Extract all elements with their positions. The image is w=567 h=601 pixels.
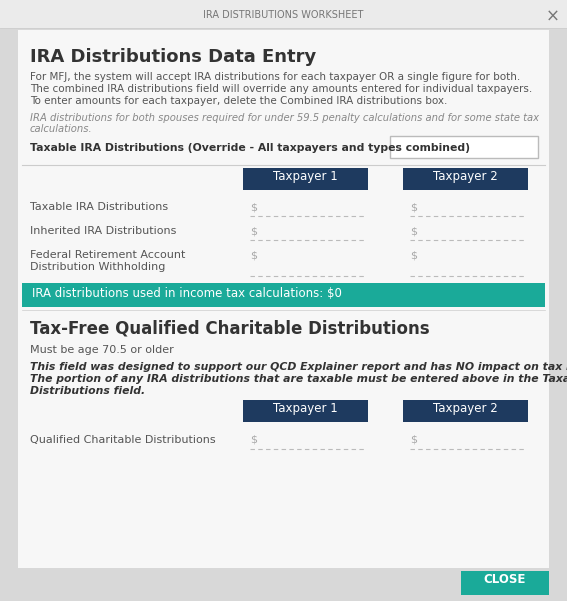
Text: calculations.: calculations. xyxy=(30,124,92,134)
Text: Distributions field.: Distributions field. xyxy=(30,386,145,396)
Bar xyxy=(22,283,545,307)
Text: Federal Retirement Account: Federal Retirement Account xyxy=(30,250,185,260)
Text: This field was designed to support our QCD Explainer report and has NO impact on: This field was designed to support our Q… xyxy=(30,362,567,372)
Text: $: $ xyxy=(410,250,417,260)
Text: IRA DISTRIBUTIONS WORKSHEET: IRA DISTRIBUTIONS WORKSHEET xyxy=(204,10,363,20)
Text: $: $ xyxy=(250,250,257,260)
Bar xyxy=(461,571,549,595)
Text: $: $ xyxy=(250,202,257,212)
Text: For MFJ, the system will accept IRA distributions for each taxpayer OR a single : For MFJ, the system will accept IRA dist… xyxy=(30,72,521,82)
Text: IRA Distributions Data Entry: IRA Distributions Data Entry xyxy=(30,48,316,66)
Bar xyxy=(403,400,528,422)
Text: $: $ xyxy=(410,226,417,236)
Text: IRA distributions for both spouses required for under 59.5 penalty calculations : IRA distributions for both spouses requi… xyxy=(30,113,539,123)
Bar xyxy=(243,400,368,422)
Bar xyxy=(18,30,549,568)
Text: The portion of any IRA distributions that are taxable must be entered above in t: The portion of any IRA distributions tha… xyxy=(30,374,567,384)
Text: Taxpayer 2: Taxpayer 2 xyxy=(433,402,497,415)
Text: Distribution Withholding: Distribution Withholding xyxy=(30,262,166,272)
Text: Taxable IRA Distributions: Taxable IRA Distributions xyxy=(30,202,168,212)
Text: $: $ xyxy=(250,435,257,445)
Bar xyxy=(243,168,368,190)
Bar xyxy=(0,0,567,28)
Text: Qualified Charitable Distributions: Qualified Charitable Distributions xyxy=(30,435,215,445)
Text: IRA distributions used in income tax calculations: $0: IRA distributions used in income tax cal… xyxy=(32,287,342,300)
Text: Tax-Free Qualified Charitable Distributions: Tax-Free Qualified Charitable Distributi… xyxy=(30,320,430,338)
Text: ×: × xyxy=(546,8,560,26)
Text: Inherited IRA Distributions: Inherited IRA Distributions xyxy=(30,226,176,236)
Text: To enter amounts for each taxpayer, delete the Combined IRA distributions box.: To enter amounts for each taxpayer, dele… xyxy=(30,96,447,106)
Text: CLOSE: CLOSE xyxy=(484,573,526,586)
Text: $: $ xyxy=(410,435,417,445)
Text: Taxpayer 1: Taxpayer 1 xyxy=(273,170,337,183)
Text: $: $ xyxy=(250,226,257,236)
Text: Must be age 70.5 or older: Must be age 70.5 or older xyxy=(30,345,174,355)
Bar xyxy=(390,136,538,158)
Text: Taxable IRA Distributions (Override - All taxpayers and types combined): Taxable IRA Distributions (Override - Al… xyxy=(30,143,470,153)
Text: $: $ xyxy=(410,202,417,212)
Text: Taxpayer 2: Taxpayer 2 xyxy=(433,170,497,183)
Bar xyxy=(403,168,528,190)
Text: Taxpayer 1: Taxpayer 1 xyxy=(273,402,337,415)
Text: The combined IRA distributions field will override any amounts entered for indiv: The combined IRA distributions field wil… xyxy=(30,84,532,94)
